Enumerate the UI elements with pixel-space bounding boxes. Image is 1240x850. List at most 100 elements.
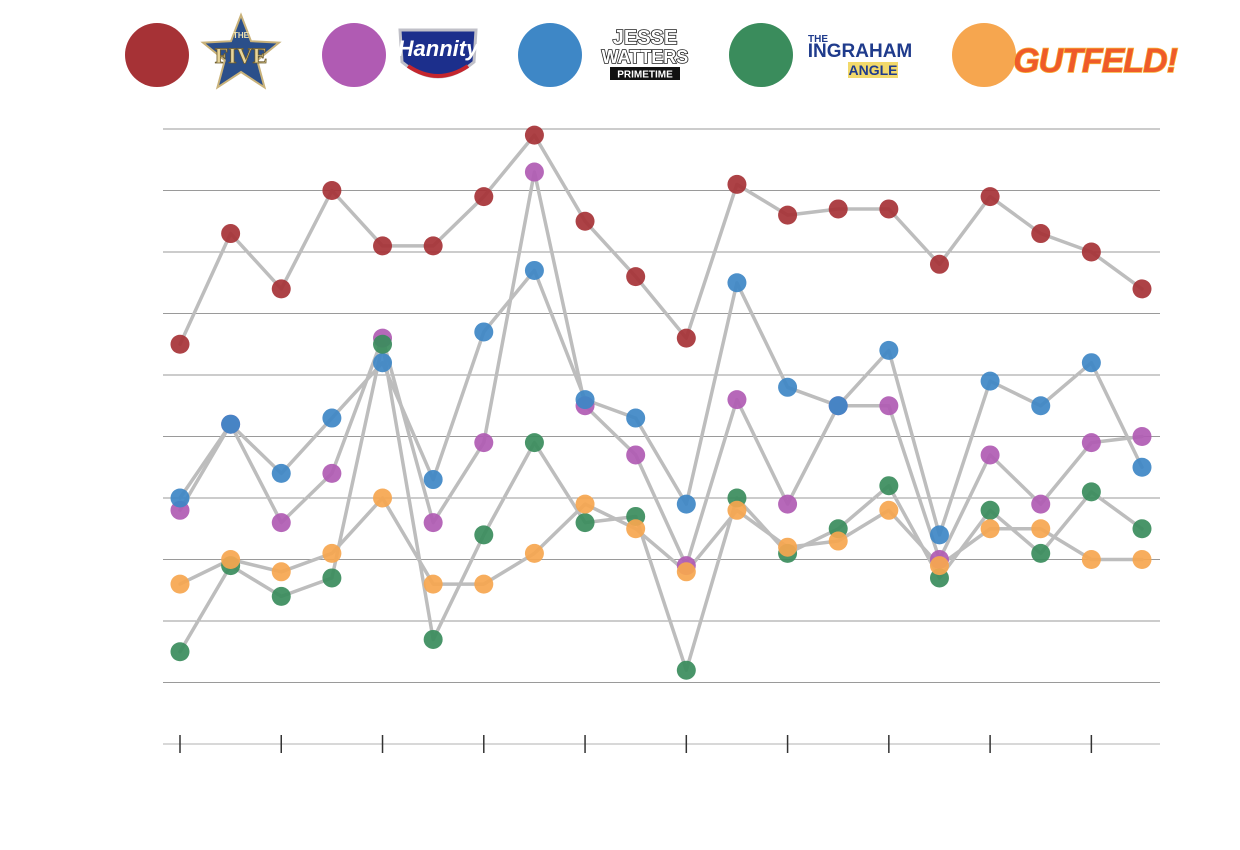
data-point (524, 162, 544, 182)
data-point (474, 525, 494, 545)
data-point (980, 500, 1000, 520)
data-point (980, 519, 1000, 539)
data-point (828, 396, 848, 416)
data-point (221, 224, 241, 244)
data-point (676, 660, 696, 680)
legend-item: Hannity (322, 23, 480, 87)
data-point (170, 334, 190, 354)
legend-swatch (518, 23, 582, 87)
legend-item: THE FIVE (125, 12, 282, 90)
data-point (474, 187, 494, 207)
data-point (423, 236, 443, 256)
data-point (1081, 482, 1101, 502)
logo-text: THE (233, 31, 250, 40)
grid-lines (163, 128, 1160, 745)
data-point (980, 371, 1000, 391)
x-axis (179, 735, 1093, 753)
data-point (322, 181, 342, 200)
data-point (373, 488, 393, 508)
data-point (828, 531, 848, 551)
data-point (1132, 519, 1152, 539)
data-point (1031, 543, 1051, 563)
logo-text: WATTERS (602, 47, 689, 67)
legend-swatch (729, 23, 793, 87)
data-point (879, 340, 899, 360)
data-point (575, 494, 595, 514)
series-points (170, 125, 1152, 680)
data-point (271, 279, 291, 299)
data-point (524, 260, 544, 280)
show-logo: Hannity (398, 28, 480, 79)
data-point (879, 199, 899, 219)
data-point (1132, 279, 1152, 299)
data-point (778, 537, 798, 557)
data-point (676, 562, 696, 582)
data-point (676, 494, 696, 514)
data-point (929, 556, 949, 576)
data-point (879, 396, 899, 416)
data-point (322, 543, 342, 563)
data-point (322, 408, 342, 428)
series-line (178, 342, 1144, 672)
data-point (322, 568, 342, 588)
star-icon (200, 12, 282, 90)
data-point (322, 463, 342, 483)
data-point (626, 408, 646, 428)
data-point (524, 433, 544, 453)
logo-text: Hannity (398, 36, 480, 61)
data-point (1031, 519, 1051, 539)
legend-item: GUTFELD! (952, 23, 1179, 87)
data-point (929, 525, 949, 545)
data-point (1031, 224, 1051, 244)
data-point (1081, 433, 1101, 453)
data-point (170, 488, 190, 508)
data-point (373, 353, 393, 373)
data-point (626, 445, 646, 465)
data-point (1081, 550, 1101, 569)
data-point (1081, 242, 1101, 262)
data-point (879, 476, 899, 496)
logo-bar (848, 62, 898, 78)
logo-text: JESSE (613, 27, 677, 49)
data-point (1031, 494, 1051, 514)
data-point (524, 543, 544, 563)
data-point (524, 125, 544, 145)
data-point (373, 236, 393, 256)
data-point (474, 433, 494, 453)
series-lines (178, 133, 1144, 672)
data-point (221, 414, 241, 434)
data-point (676, 328, 696, 348)
data-point (170, 574, 190, 594)
logo-text: INGRAHAM (808, 41, 913, 62)
data-point (1081, 353, 1101, 373)
data-point (423, 470, 443, 490)
logo-text: THE (808, 34, 828, 45)
data-point (626, 267, 646, 287)
data-point (271, 463, 291, 483)
data-point (271, 586, 291, 606)
series-line (178, 133, 1144, 347)
data-point (778, 377, 798, 397)
data-point (271, 562, 291, 582)
data-point (727, 390, 747, 410)
data-point (980, 187, 1000, 207)
series-line (178, 170, 1144, 568)
legend-swatch (125, 23, 189, 87)
data-point (1132, 550, 1152, 569)
data-point (575, 513, 595, 533)
logo-bar (610, 67, 680, 80)
data-point (423, 513, 443, 533)
data-point (778, 205, 798, 225)
data-point (1132, 427, 1152, 446)
data-point (1132, 457, 1152, 477)
data-point (271, 513, 291, 533)
data-point (828, 199, 848, 219)
data-point (626, 519, 646, 539)
logo-text: PRIMETIME (617, 70, 673, 81)
series-line (178, 268, 1144, 537)
data-point (727, 273, 747, 293)
data-point (170, 642, 190, 662)
